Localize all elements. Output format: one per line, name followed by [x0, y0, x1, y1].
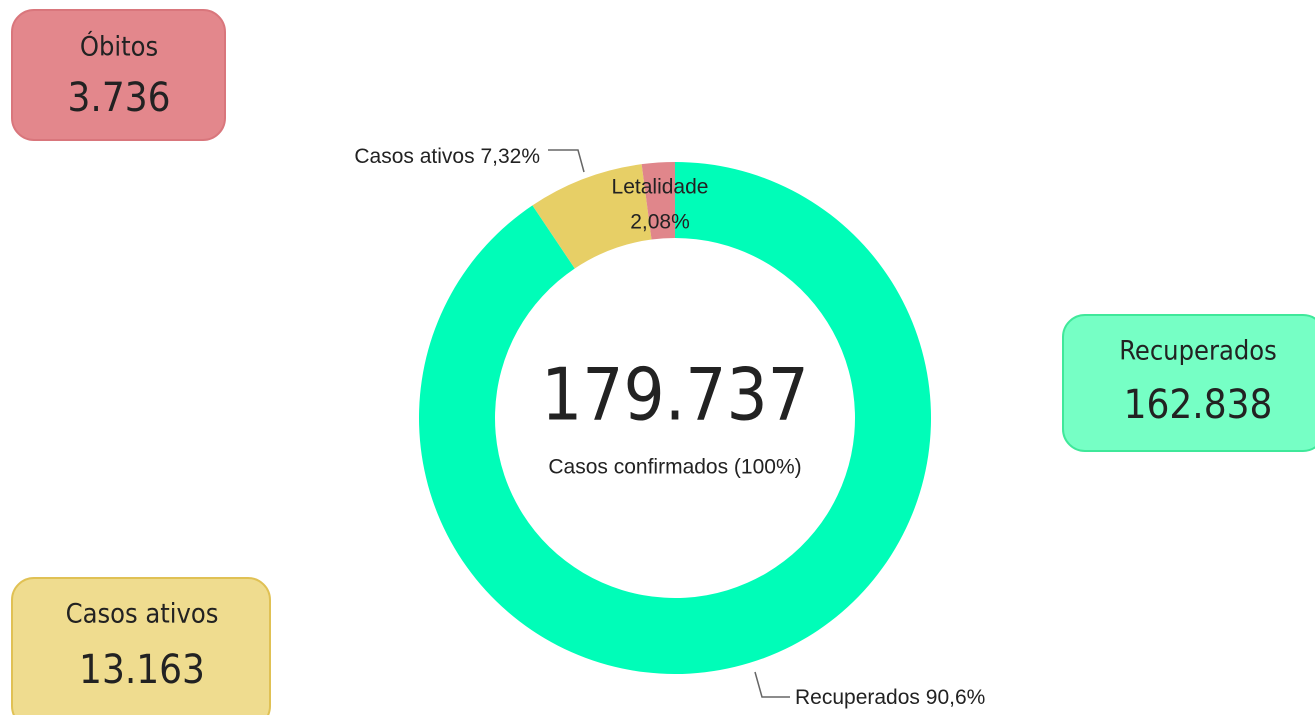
center-label: Casos confirmados (100%) [548, 456, 801, 479]
card-recuperados [1062, 314, 1315, 452]
label-value: 7,32% [480, 145, 540, 168]
donut [418, 162, 931, 674]
data-label: Recuperados 90,6% [795, 686, 985, 709]
label-value: 90,6% [926, 686, 986, 709]
label-name: Recuperados [795, 686, 920, 709]
card-value: 162.838 [1124, 382, 1273, 428]
data-label: Casos ativos 7,32% [354, 145, 540, 168]
card-obitos [11, 9, 226, 141]
label-name: Letalidade [612, 176, 709, 199]
card-label: Recuperados [1119, 336, 1277, 367]
card-value: 13.163 [79, 647, 205, 693]
donut-slice [532, 164, 652, 269]
center-value: 179.737 [541, 353, 809, 437]
label-name: Casos ativos [354, 145, 474, 168]
card-value: 3.736 [68, 75, 171, 121]
donut-slice [418, 162, 931, 674]
label-value: 2,08% [630, 211, 690, 234]
card-label: Óbitos [80, 31, 158, 63]
card-label: Casos ativos [66, 599, 219, 630]
leader-line [548, 149, 585, 173]
donut-slice [641, 162, 675, 240]
card-casos-ativos [11, 577, 271, 715]
leader-line [754, 671, 790, 698]
